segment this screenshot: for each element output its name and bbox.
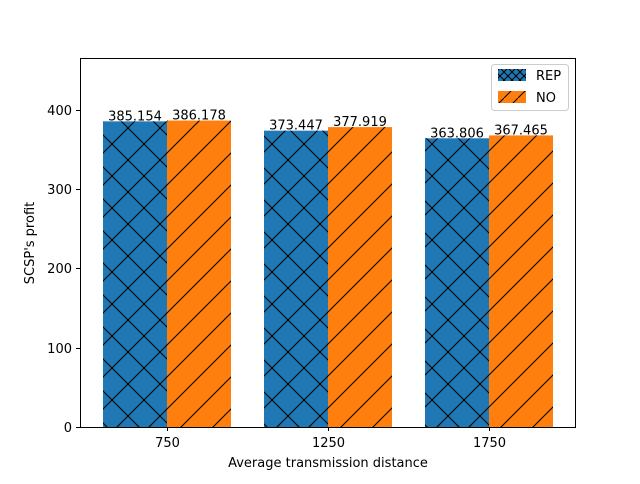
bar-hatch-rep-1250 [264, 130, 328, 427]
bar-hatch-rep-750 [103, 121, 167, 427]
x-tick-label-1750: 1750 [473, 436, 506, 451]
y-tick-label-200: 200 [47, 262, 72, 277]
x-tick-label-1250: 1250 [312, 436, 345, 451]
value-label-no-1250: 377.919 [333, 115, 387, 130]
value-label-rep-1750: 363.806 [430, 126, 484, 141]
legend-swatch-rep-hatch [498, 69, 526, 81]
bar-hatch-no-750 [167, 120, 231, 427]
legend-swatch-no-hatch [498, 91, 526, 103]
x-axis: 750 1250 1750 [155, 427, 506, 451]
y-axis-label: SCSP's profit [23, 202, 38, 284]
x-axis-label: Average transmission distance [228, 456, 428, 471]
bar-hatch-no-1750 [489, 135, 553, 427]
bar-hatch-rep-1750 [425, 138, 489, 427]
y-tick-label-100: 100 [47, 342, 72, 357]
value-label-no-1750: 367.465 [494, 123, 548, 138]
legend-label-no: NO [536, 91, 556, 106]
y-tick-label-400: 400 [47, 104, 72, 119]
y-tick-label-300: 300 [47, 183, 72, 198]
bar-hatch-no-1250 [328, 127, 392, 427]
legend-label-rep: REP [536, 69, 561, 84]
value-label-rep-750: 385.154 [108, 109, 162, 124]
y-axis: 0 100 200 300 400 [47, 104, 80, 436]
value-labels-layer: 385.154 386.178 373.447 377.919 363.806 367.4… [108, 109, 548, 142]
value-label-no-750: 386.178 [172, 109, 226, 124]
value-label-rep-1250: 373.447 [269, 119, 323, 134]
x-tick-label-750: 750 [155, 436, 180, 451]
bars-layer [103, 120, 553, 427]
y-tick-label-0: 0 [64, 421, 72, 436]
legend: REP NO [491, 64, 569, 111]
